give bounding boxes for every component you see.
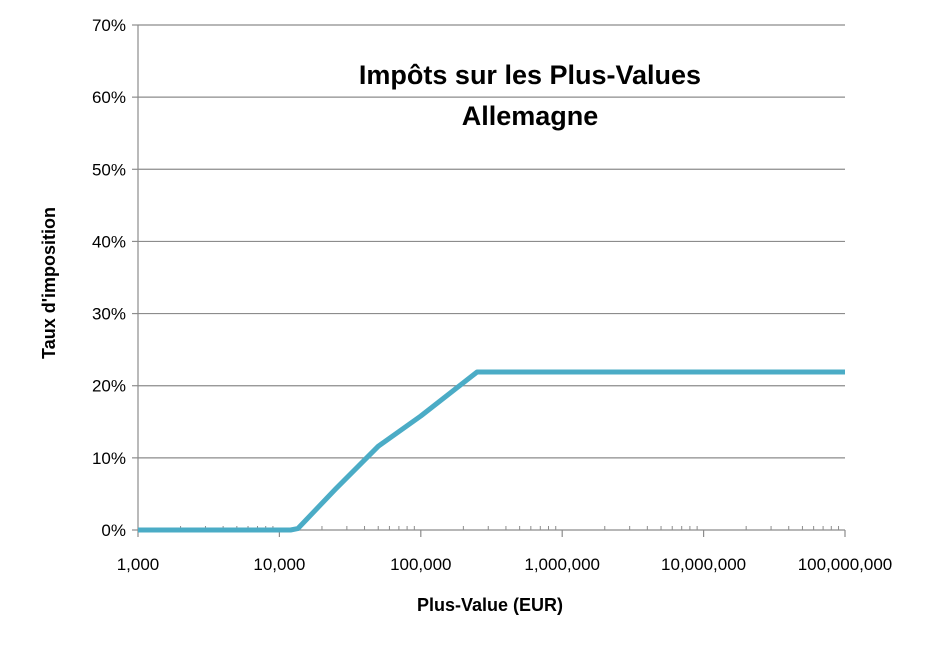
- x-axis-label: Plus-Value (EUR): [417, 595, 563, 615]
- x-tick-label: 100,000,000: [798, 555, 893, 574]
- x-tick-label: 1,000: [117, 555, 160, 574]
- y-tick-label: 20%: [92, 377, 126, 396]
- chart-subtitle: Allemagne: [462, 101, 599, 131]
- x-tick-label: 10,000,000: [661, 555, 746, 574]
- chart-title: Impôts sur les Plus-Values: [359, 60, 701, 90]
- gridlines: [138, 24, 845, 459]
- x-tick-labels: 1,000 10,000 100,000 1,000,000 10,000,000 100…: [117, 555, 893, 574]
- y-tick-label: 0%: [101, 521, 126, 540]
- y-tick-label: 70%: [92, 16, 126, 35]
- y-tick-label: 40%: [92, 232, 126, 251]
- y-axis-label: Taux d'imposition: [39, 207, 59, 359]
- y-tick-labels: 0% 10% 20% 30% 40% 50% 60% 70%: [92, 16, 126, 540]
- x-tick-label: 100,000: [390, 555, 451, 574]
- x-tick-label: 10,000: [253, 555, 305, 574]
- y-tick-label: 10%: [92, 449, 126, 468]
- x-tick-label: 1,000,000: [524, 555, 600, 574]
- y-tick-label: 60%: [92, 88, 126, 107]
- series-group: [138, 369, 845, 533]
- y-tick-label: 30%: [92, 305, 126, 324]
- y-tick-label: 50%: [92, 160, 126, 179]
- series-line: [138, 369, 845, 533]
